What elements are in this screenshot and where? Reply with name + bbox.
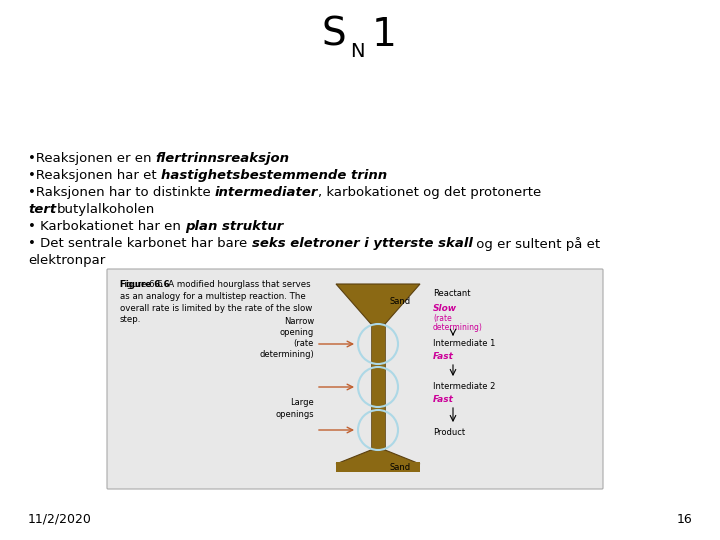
Text: Narrow
opening
(rate
determining): Narrow opening (rate determining) bbox=[259, 317, 314, 359]
Text: tert: tert bbox=[28, 203, 56, 216]
Text: (rate: (rate bbox=[433, 314, 451, 323]
Text: seks eletroner i ytterste skall: seks eletroner i ytterste skall bbox=[251, 237, 472, 250]
Text: • Karbokationet har en: • Karbokationet har en bbox=[28, 220, 185, 233]
Text: Intermediate 2: Intermediate 2 bbox=[433, 382, 495, 391]
Text: Intermediate 1: Intermediate 1 bbox=[433, 339, 495, 348]
Text: •Raksjonen har to distinkte: •Raksjonen har to distinkte bbox=[28, 186, 215, 199]
Text: •Reaksjonen er en: •Reaksjonen er en bbox=[28, 152, 156, 165]
Text: hastighetsbestemmende trinn: hastighetsbestemmende trinn bbox=[161, 169, 387, 182]
Text: Figure 6.6: Figure 6.6 bbox=[120, 280, 170, 289]
Text: S: S bbox=[321, 16, 346, 54]
FancyBboxPatch shape bbox=[107, 269, 603, 489]
Text: Large
openings: Large openings bbox=[275, 399, 314, 418]
Text: Figure 6.6  A modified hourglass that serves
as an analogy for a multistep react: Figure 6.6 A modified hourglass that ser… bbox=[120, 280, 312, 325]
Text: Reactant: Reactant bbox=[433, 289, 470, 298]
Polygon shape bbox=[371, 324, 385, 450]
Text: intermediater: intermediater bbox=[215, 186, 318, 199]
Polygon shape bbox=[336, 450, 420, 464]
Polygon shape bbox=[336, 462, 420, 472]
Text: determining): determining) bbox=[433, 323, 483, 332]
Text: Fast: Fast bbox=[433, 352, 454, 361]
Text: Product: Product bbox=[433, 428, 465, 437]
Text: Sand: Sand bbox=[390, 298, 411, 307]
Text: , karbokationet og det protonerte: , karbokationet og det protonerte bbox=[318, 186, 541, 199]
Text: 11/2/2020: 11/2/2020 bbox=[28, 513, 92, 526]
Text: Sand: Sand bbox=[390, 463, 411, 472]
Text: • Det sentrale karbonet har bare: • Det sentrale karbonet har bare bbox=[28, 237, 251, 250]
Text: 1: 1 bbox=[372, 16, 397, 54]
Text: Slow: Slow bbox=[433, 304, 457, 313]
Text: og er sultent på et: og er sultent på et bbox=[472, 237, 600, 251]
Text: 16: 16 bbox=[676, 513, 692, 526]
Text: butylalkoholen: butylalkoholen bbox=[56, 203, 155, 216]
Text: Fast: Fast bbox=[433, 395, 454, 404]
Text: flertrinnsreaksjon: flertrinnsreaksjon bbox=[156, 152, 289, 165]
Text: elektronpar: elektronpar bbox=[28, 254, 105, 267]
Text: plan struktur: plan struktur bbox=[185, 220, 284, 233]
Polygon shape bbox=[336, 284, 420, 324]
Text: N: N bbox=[350, 42, 364, 61]
Text: •Reaksjonen har et: •Reaksjonen har et bbox=[28, 169, 161, 182]
